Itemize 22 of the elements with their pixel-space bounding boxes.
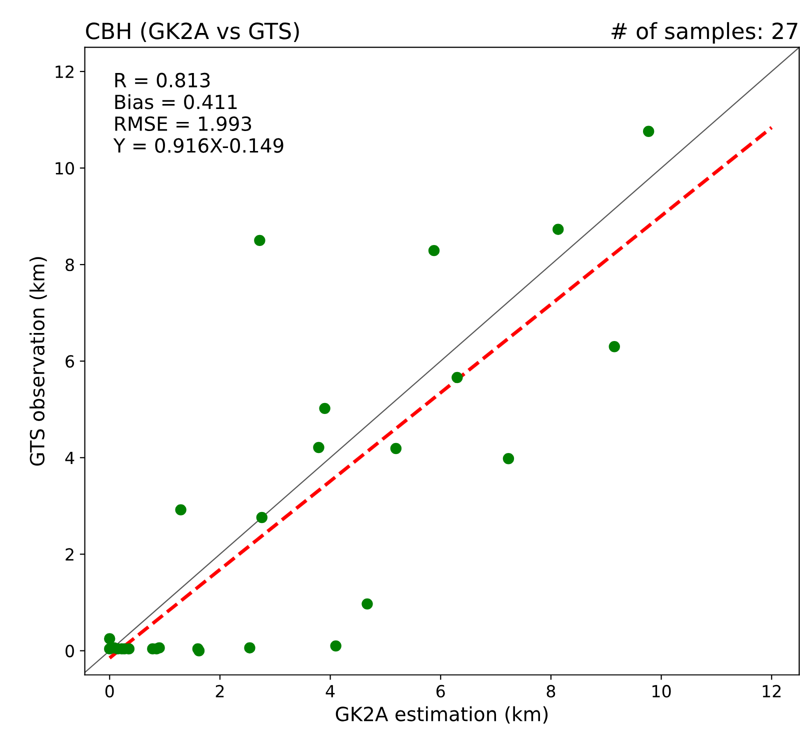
y-tick-label: 0 (66, 644, 74, 658)
x-axis-title: GK2A estimation (km) (336, 706, 548, 724)
annotation: Bias = 0.411 (115, 94, 237, 110)
y-tick-label: 12 (56, 65, 74, 78)
y-axis-title: GTS observation (km) (29, 257, 47, 466)
x-tick-label: 6 (436, 684, 445, 698)
x-tick-label: 2 (216, 684, 224, 698)
y-tick-label: 4 (65, 452, 74, 464)
x-tick-label: 0 (105, 684, 114, 698)
chart-title: CBH (GK2A vs GTS) (86, 22, 299, 42)
y-tick-label: 2 (66, 548, 74, 561)
annotation: RMSE = 1.993 (115, 116, 252, 132)
x-tick-label: 8 (546, 684, 556, 698)
x-tick-label: 4 (326, 685, 335, 698)
annotation: Y = 0.916X-0.149 (113, 138, 284, 153)
x-tick-label: 12 (762, 684, 781, 698)
y-tick-label: 10 (56, 162, 74, 175)
y-tick-label: 6 (66, 355, 74, 368)
x-tick-label: 10 (652, 684, 671, 698)
annotation: R = 0.813 (115, 72, 210, 88)
y-tick-label: 8 (66, 258, 74, 272)
chart-subtitle: # of samples: 27 (612, 22, 798, 44)
